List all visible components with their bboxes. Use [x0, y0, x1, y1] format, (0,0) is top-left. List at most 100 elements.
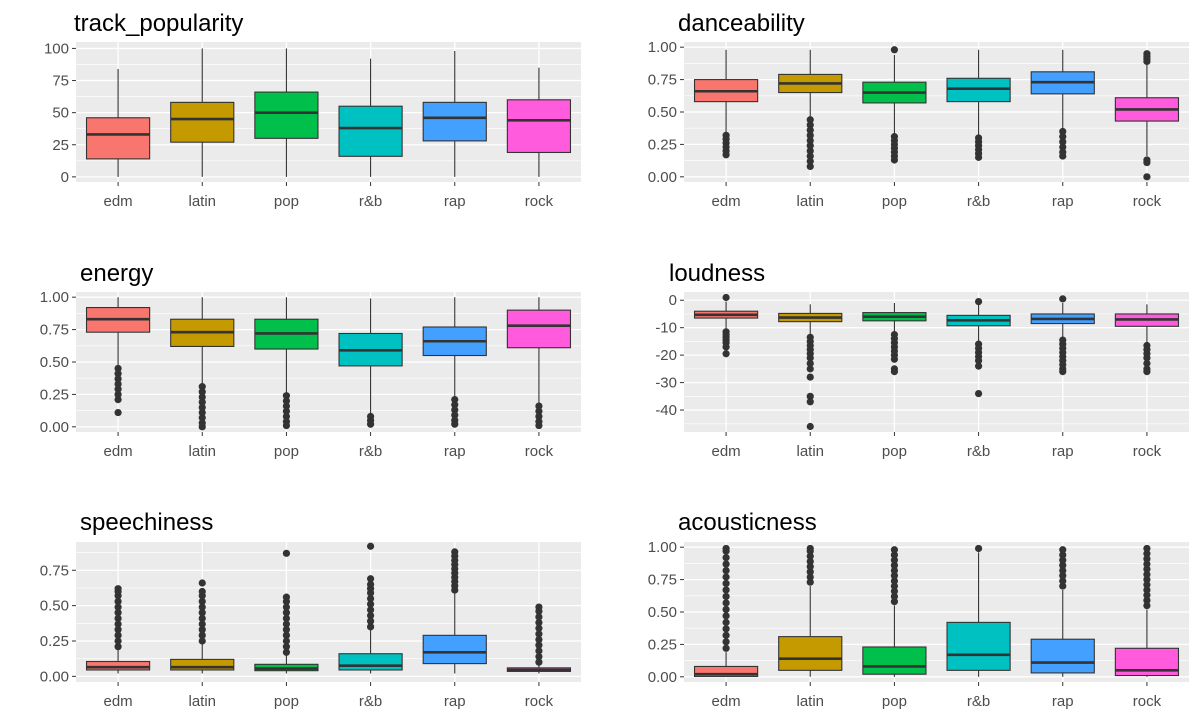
outlier-point: [722, 343, 730, 351]
y-tick-label: 0.50: [648, 104, 677, 121]
outlier-point: [1059, 551, 1067, 559]
outlier-point: [722, 350, 730, 358]
outlier-point: [1059, 152, 1067, 160]
outlier-point: [198, 620, 206, 628]
outlier-point: [722, 605, 730, 614]
outlier-point: [806, 392, 814, 400]
outlier-point: [806, 354, 814, 362]
outlier-point: [535, 647, 543, 655]
outlier-point: [806, 131, 814, 139]
y-tick-label: -40: [655, 402, 677, 419]
outlier-point: [974, 153, 983, 161]
x-tick-label: edm: [103, 693, 132, 710]
y-tick-label: 50: [52, 105, 69, 122]
outlier-point: [1143, 550, 1151, 558]
box-rock: [506, 297, 572, 430]
box-edm: [85, 585, 151, 674]
outlier-point: [806, 359, 814, 367]
outlier-point: [114, 626, 122, 634]
y-tick-label: -20: [655, 347, 677, 364]
outlier-point: [282, 593, 291, 601]
box-edm: [693, 49, 759, 159]
box-edm: [693, 293, 759, 358]
box-latin: [778, 544, 843, 677]
y-tick-label: 0.25: [648, 636, 677, 653]
outlier-point: [114, 620, 122, 628]
y-tick-label: 1.00: [40, 289, 69, 306]
box-iqr: [170, 658, 235, 671]
box-r-b: [946, 544, 1011, 677]
outlier-point: [1143, 158, 1151, 167]
y-tick-label: 0.50: [40, 598, 69, 615]
outlier-point: [198, 383, 206, 391]
x-tick-label: rap: [1052, 693, 1074, 710]
outlier-point: [366, 617, 375, 625]
outlier-point: [890, 577, 899, 585]
outlier-point: [114, 390, 122, 399]
box-iqr: [1030, 638, 1095, 674]
outlier-point: [282, 407, 291, 415]
x-tick-label: pop: [882, 443, 907, 460]
outlier-point: [1143, 601, 1151, 610]
outlier-point: [1143, 359, 1151, 367]
y-tick-label: 0.50: [648, 604, 677, 621]
outlier-point: [890, 561, 899, 569]
outlier-point: [451, 548, 459, 556]
y-tick-label: 1.00: [648, 39, 677, 56]
y-tick-label: 0.75: [648, 72, 677, 89]
outlier-point: [1143, 591, 1151, 599]
outlier-point: [1143, 368, 1151, 376]
outlier-point: [890, 566, 899, 575]
outlier-point: [535, 630, 543, 638]
outlier-point: [282, 620, 291, 628]
box-iqr: [693, 665, 759, 677]
outlier-point: [535, 402, 543, 410]
outlier-point: [1143, 50, 1151, 58]
box-edm: [85, 68, 151, 177]
outlier-point: [890, 556, 899, 564]
outlier-point: [114, 408, 122, 417]
outlier-point: [282, 549, 291, 557]
box-iqr: [85, 660, 151, 671]
box-iqr: [338, 105, 403, 157]
outlier-point: [806, 116, 814, 124]
outlier-point: [535, 652, 543, 661]
outlier-point: [806, 373, 814, 381]
x-tick-label: latin: [188, 693, 216, 710]
y-tick-label: 0.00: [648, 669, 677, 686]
x-tick-label: latin: [188, 443, 216, 460]
box-r-b: [338, 542, 403, 674]
box-iqr: [85, 117, 151, 160]
outlier-point: [114, 643, 122, 651]
x-tick-label: r&b: [967, 443, 990, 460]
outlier-point: [198, 403, 206, 411]
outlier-point: [282, 643, 291, 651]
outlier-point: [535, 421, 543, 430]
outlier-point: [198, 388, 206, 396]
outlier-point: [806, 557, 814, 566]
x-tick-label: rock: [525, 693, 554, 710]
outlier-point: [1059, 295, 1067, 303]
box-rock: [506, 67, 572, 177]
box-iqr: [170, 101, 235, 143]
outlier-point: [722, 560, 730, 568]
panel-title: energy: [80, 260, 153, 287]
y-tick-label: 100: [44, 40, 69, 57]
outlier-point: [451, 420, 459, 428]
panel-energy: energy 0.00 0.25 0.50 0.75 1.00 edm latin pop r&b…: [40, 260, 581, 460]
y-tick-label: 0.75: [40, 322, 69, 339]
outlier-point: [1143, 555, 1151, 563]
outlier-point: [451, 406, 459, 414]
outlier-point: [282, 421, 291, 430]
outlier-point: [806, 544, 814, 553]
y-tick-label: 0.00: [40, 419, 69, 436]
x-tick-label: rock: [525, 443, 554, 460]
x-tick-label: r&b: [967, 193, 990, 210]
outlier-point: [722, 151, 730, 159]
x-tick-label: rap: [444, 193, 466, 210]
outlier-point: [1143, 560, 1151, 568]
x-tick-label: pop: [882, 193, 907, 210]
box-pop: [862, 46, 927, 164]
box-latin: [170, 579, 235, 674]
